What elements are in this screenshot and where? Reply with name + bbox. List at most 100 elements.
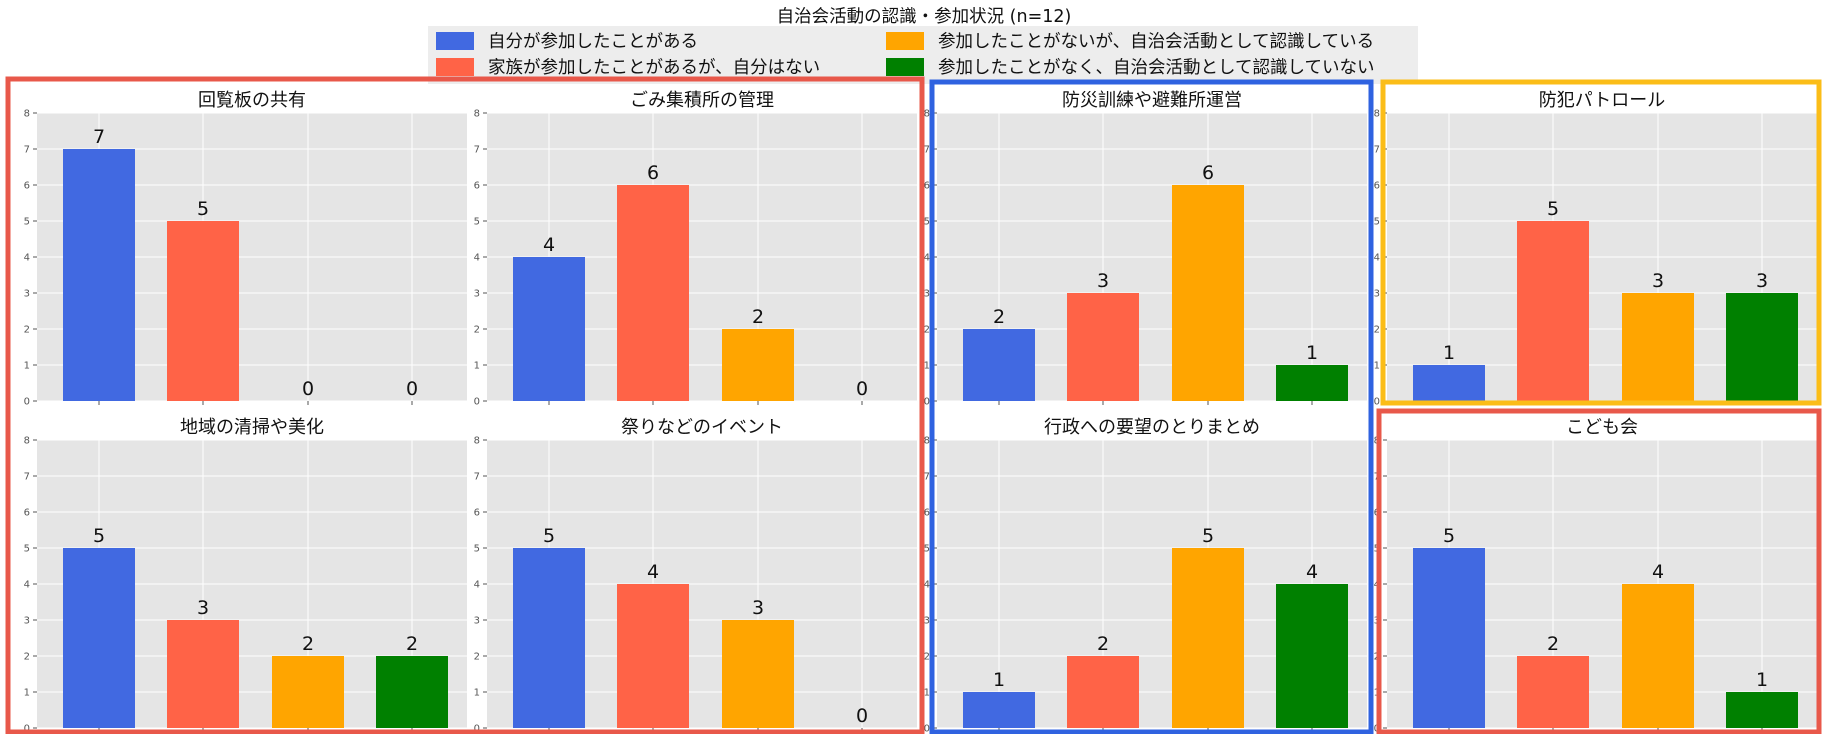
y-tick-label: 2 <box>24 652 30 663</box>
bar <box>1276 584 1348 728</box>
y-tick-label: 2 <box>1374 325 1380 336</box>
chart-panel: 0 1 2 3 4 5 6 7 8 1 5 3 3 防犯パトロール <box>1374 90 1817 408</box>
data-label: 0 <box>856 378 868 400</box>
y-tick-label: 1 <box>24 688 30 699</box>
bar <box>1276 365 1348 401</box>
y-tick-label: 3 <box>24 289 30 300</box>
bar <box>167 221 239 401</box>
y-tick-label: 2 <box>24 325 30 336</box>
panel-title: 回覧板の共有 <box>198 90 306 111</box>
y-tick-label: 1 <box>474 361 480 372</box>
bar <box>1172 548 1244 728</box>
y-tick-label: 7 <box>24 472 30 483</box>
data-label: 5 <box>1443 525 1455 547</box>
bar <box>963 692 1035 728</box>
data-label: 2 <box>406 633 418 655</box>
chart-title: 自治会活動の認識・参加状況 (n=12) <box>777 7 1072 27</box>
y-tick-label: 8 <box>24 109 30 120</box>
bar <box>963 329 1035 401</box>
y-tick-label: 6 <box>474 181 480 192</box>
bar <box>513 257 585 401</box>
y-tick-label: 7 <box>474 472 480 483</box>
bar <box>1172 185 1244 401</box>
bar <box>1622 584 1694 728</box>
y-tick-label: 0 <box>474 724 480 734</box>
data-label: 4 <box>1306 561 1318 583</box>
y-tick-label: 0 <box>24 397 30 408</box>
chart-panel: 0 1 2 3 4 5 6 7 8 4 6 2 0 ごみ集積所の管理 <box>474 90 917 408</box>
y-tick-label: 6 <box>1374 181 1380 192</box>
y-tick-label: 7 <box>1374 145 1380 156</box>
data-label: 5 <box>543 525 555 547</box>
y-tick-label: 3 <box>924 289 930 300</box>
panel-title: ごみ集積所の管理 <box>630 90 774 111</box>
y-tick-label: 0 <box>924 397 930 408</box>
y-tick-label: 4 <box>924 580 930 591</box>
data-label: 5 <box>93 525 105 547</box>
panels: 0 1 2 3 4 5 6 7 8 7 5 0 0 回覧板の共有 0 1 2 3 4 5 6 7 8 4 6 2 0 ごみ集積所の管理… <box>24 90 1817 734</box>
y-tick-label: 1 <box>924 361 930 372</box>
y-tick-label: 3 <box>24 616 30 627</box>
y-tick-label: 2 <box>474 652 480 663</box>
panel-title: こども会 <box>1566 417 1638 438</box>
legend-label: 家族が参加したことがあるが、自分はない <box>488 58 820 78</box>
y-tick-label: 6 <box>24 508 30 519</box>
data-label: 2 <box>302 633 314 655</box>
panel-title: 行政への要望のとりまとめ <box>1044 417 1260 438</box>
y-tick-label: 5 <box>1374 217 1380 228</box>
data-label: 7 <box>93 126 105 148</box>
y-tick-label: 5 <box>924 217 930 228</box>
y-tick-label: 5 <box>474 217 480 228</box>
data-label: 3 <box>752 597 764 619</box>
y-tick-label: 1 <box>24 361 30 372</box>
data-label: 1 <box>993 669 1005 691</box>
data-label: 0 <box>406 378 418 400</box>
data-label: 2 <box>752 306 764 328</box>
data-label: 2 <box>1547 633 1559 655</box>
y-tick-label: 4 <box>474 580 480 591</box>
data-label: 3 <box>1756 270 1768 292</box>
panel-title: 防災訓練や避難所運営 <box>1062 90 1242 111</box>
y-tick-label: 5 <box>24 217 30 228</box>
y-tick-label: 6 <box>24 181 30 192</box>
bar <box>1726 692 1798 728</box>
bar <box>617 584 689 728</box>
legend-swatch <box>886 58 924 76</box>
y-tick-label: 0 <box>1374 397 1380 408</box>
y-tick-label: 6 <box>474 508 480 519</box>
bar <box>1726 293 1798 401</box>
bar <box>1517 221 1589 401</box>
y-tick-label: 8 <box>474 436 480 447</box>
y-tick-label: 4 <box>24 580 30 591</box>
bar <box>376 656 448 728</box>
y-tick-label: 0 <box>24 724 30 734</box>
bar <box>1517 656 1589 728</box>
y-tick-label: 2 <box>924 325 930 336</box>
y-tick-label: 6 <box>924 508 930 519</box>
legend-swatch <box>436 32 474 50</box>
chart-panel: 0 1 2 3 4 5 6 7 8 2 3 6 1 防災訓練や避難所運営 <box>924 90 1367 408</box>
y-tick-label: 8 <box>1374 109 1380 120</box>
bar <box>63 149 135 401</box>
y-tick-label: 2 <box>474 325 480 336</box>
data-label: 0 <box>302 378 314 400</box>
bar <box>167 620 239 728</box>
legend-label: 参加したことがなく、自治会活動として認識していない <box>938 58 1374 78</box>
y-tick-label: 7 <box>924 472 930 483</box>
y-tick-label: 1 <box>1374 361 1380 372</box>
data-label: 1 <box>1756 669 1768 691</box>
y-tick-label: 0 <box>474 397 480 408</box>
y-tick-label: 4 <box>474 253 480 264</box>
legend-swatch <box>886 32 924 50</box>
data-label: 5 <box>1547 198 1559 220</box>
bar <box>722 329 794 401</box>
y-tick-label: 5 <box>24 544 30 555</box>
highlight-group-frame <box>929 79 1374 734</box>
panel-title: 地域の清掃や美化 <box>180 417 324 438</box>
y-tick-label: 7 <box>474 145 480 156</box>
y-tick-label: 5 <box>474 544 480 555</box>
legend-label: 参加したことがないが、自治会活動として認識している <box>938 32 1374 52</box>
y-tick-label: 4 <box>1374 253 1380 264</box>
